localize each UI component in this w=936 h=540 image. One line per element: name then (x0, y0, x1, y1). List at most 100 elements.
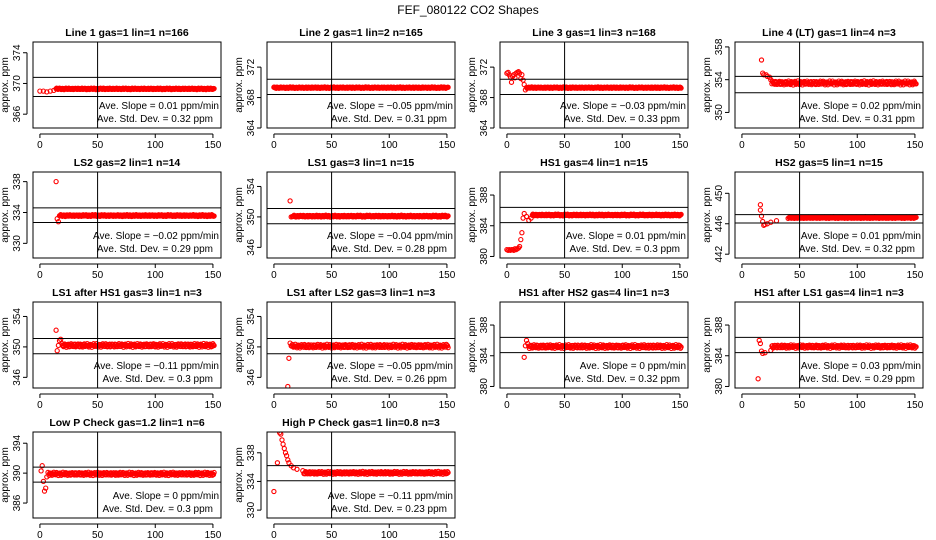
slope-annotation: Ave. Slope = 0.01 ppm/min (99, 101, 219, 112)
plot-frame (499, 301, 689, 389)
y-tick-label: 364 (246, 119, 257, 136)
panel-7: HS1 gas=4 lin=1 n=15 0 50 100 150 380 384 388ap… (467, 157, 689, 281)
data-point (757, 202, 764, 208)
y-tick-label: 354 (246, 308, 257, 325)
x-tick-label: 50 (559, 400, 571, 411)
data-point (512, 75, 518, 81)
y-tick-label: 350 (12, 338, 23, 355)
y-tick-label: 346 (246, 239, 257, 256)
x-tick-label: 0 (271, 140, 277, 151)
x-tick-label: 150 (672, 270, 689, 281)
x-tick-label: 100 (381, 400, 398, 411)
data-points (53, 178, 217, 225)
slope-annotation: Ave. Slope = −0.11 ppm/min (94, 361, 219, 372)
data-point (508, 79, 515, 85)
panel-title: LS1 after HS1 gas=3 lin=1 n=3 (52, 287, 202, 299)
y-tick-label: 346 (246, 369, 257, 386)
panel-title: Low P Check gas=1.2 lin=1 n=6 (49, 417, 204, 429)
plot-frame (32, 171, 222, 259)
slope-annotation: Ave. Slope = −0.02 ppm/min (93, 231, 219, 242)
std-dev-annotation: Ave. Std. Dev. = 0.23 ppm (331, 504, 447, 515)
data-point (282, 450, 289, 456)
data-point (913, 81, 919, 87)
y-tick-label: 350 (714, 104, 725, 121)
x-tick-label: 100 (381, 270, 398, 281)
data-point (294, 466, 300, 472)
x-tick-label: 0 (739, 140, 745, 151)
x-tick-label: 150 (672, 140, 689, 151)
std-dev-annotation: Ave. Std. Dev. = 0.33 ppm (564, 114, 680, 125)
data-point (445, 469, 451, 476)
data-point (677, 343, 683, 349)
panel-6: LS1 gas=3 lin=1 n=15 0 50 100 150 346 350 354ap… (234, 157, 456, 281)
data-points (287, 198, 451, 220)
data-point (518, 236, 524, 243)
slope-annotation: Ave. Slope = −0.04 ppm/min (327, 231, 453, 242)
panel-title: High P Check gas=1 lin=0.8 n=3 (282, 417, 440, 429)
x-tick-label: 100 (614, 270, 631, 281)
y-tick-label: 354 (714, 71, 725, 88)
data-point (756, 337, 762, 344)
y-tick-label: 334 (12, 204, 23, 221)
data-point (271, 488, 277, 495)
x-tick-label: 50 (92, 140, 104, 151)
data-point (280, 441, 286, 447)
panel-title: HS2 gas=5 lin=1 n=15 (775, 157, 883, 169)
y-tick-label: 390 (12, 464, 23, 481)
y-tick-label: 338 (246, 444, 257, 461)
y-tick-label: 346 (12, 369, 23, 386)
slope-annotation: Ave. Slope = 0 ppm/min (580, 361, 686, 372)
y-tick-label: 372 (246, 58, 257, 75)
x-tick-label: 50 (92, 400, 104, 411)
panel-12: HS1 after LS1 gas=4 lin=1 n=3 0 50 100 150 38… (702, 287, 924, 411)
x-tick-label: 0 (37, 270, 43, 281)
panel-title: HS1 gas=4 lin=1 n=15 (540, 157, 648, 169)
data-point (274, 460, 281, 466)
data-point (211, 85, 217, 92)
y-tick-label: 358 (714, 38, 725, 55)
x-tick-label: 0 (37, 400, 43, 411)
data-point (523, 337, 530, 344)
y-tick-label: 450 (714, 185, 725, 202)
y-axis-label: approx. ppm (702, 187, 713, 243)
x-tick-label: 50 (326, 140, 338, 151)
data-point (211, 213, 217, 219)
data-points (271, 84, 451, 92)
panel-title: LS1 after LS2 gas=3 lin=1 n=3 (287, 287, 436, 299)
x-tick-label: 150 (205, 530, 222, 540)
x-tick-label: 50 (326, 530, 338, 540)
std-dev-annotation: Ave. Std. Dev. = 0.29 ppm (799, 374, 915, 385)
y-tick-label: 366 (12, 105, 23, 122)
panel-title: HS1 after LS1 gas=4 lin=1 n=3 (754, 287, 904, 299)
data-point (678, 344, 684, 350)
data-points (37, 85, 217, 95)
slope-annotation: Ave. Slope = 0 ppm/min (113, 491, 219, 502)
data-point (521, 354, 527, 360)
data-points (504, 69, 684, 93)
y-tick-label: 380 (714, 378, 725, 395)
y-axis-label: approx. ppm (234, 447, 245, 503)
std-dev-annotation: Ave. Std. Dev. = 0.32 ppm (564, 374, 680, 385)
y-tick-label: 374 (12, 44, 23, 61)
y-tick-label: 354 (246, 178, 257, 195)
data-point (760, 350, 766, 357)
data-point (285, 457, 291, 463)
data-points (53, 327, 217, 354)
x-tick-label: 150 (439, 400, 456, 411)
data-point (38, 468, 44, 474)
data-point (40, 88, 47, 94)
data-points (755, 337, 919, 382)
y-axis-label: approx. ppm (702, 317, 713, 373)
y-axis-label: approx. ppm (234, 317, 245, 373)
data-point (913, 214, 919, 221)
x-tick-label: 50 (92, 530, 104, 540)
x-tick-label: 150 (439, 530, 456, 540)
y-tick-label: 330 (246, 501, 257, 518)
panel-3: Line 3 gas=1 lin=3 n=168 0 50 100 150 364 368 3… (467, 27, 689, 151)
x-tick-label: 50 (326, 400, 338, 411)
x-tick-label: 100 (147, 530, 164, 540)
std-dev-annotation: Ave. Std. Dev. = 0.3 ppm (102, 504, 213, 515)
panel-11: HS1 after HS2 gas=4 lin=1 n=3 0 50 100 150 38… (467, 287, 689, 411)
x-tick-label: 150 (672, 400, 689, 411)
std-dev-annotation: Ave. Std. Dev. = 0.31 ppm (331, 114, 447, 125)
